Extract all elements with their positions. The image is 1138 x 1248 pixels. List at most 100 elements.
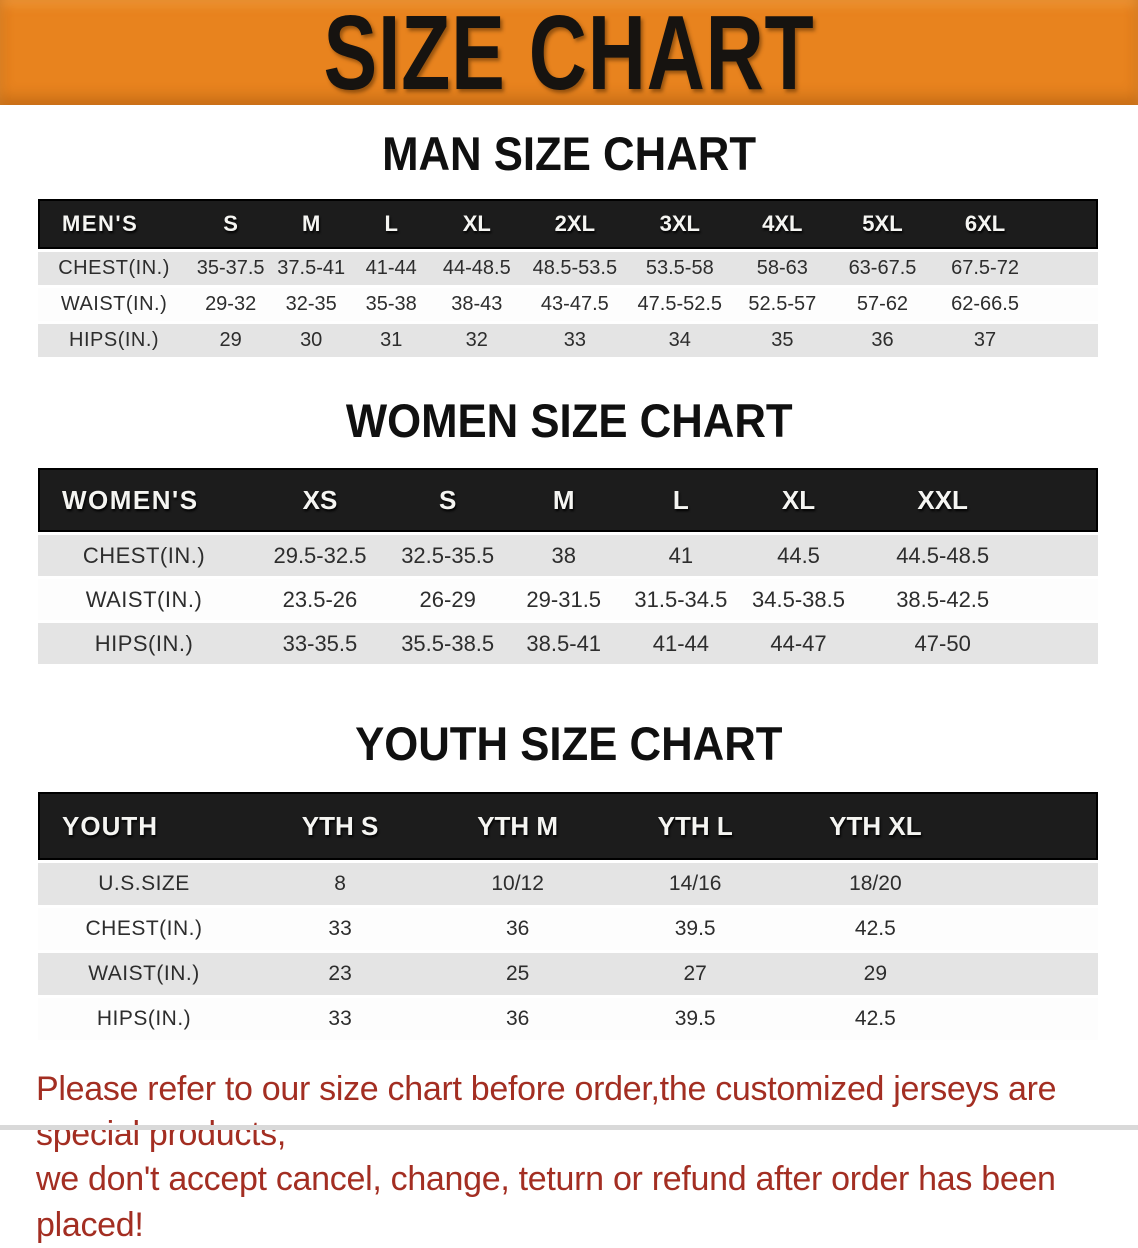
size-value-cell: 23.5-26 bbox=[250, 579, 390, 620]
men-size-table: MEN'S S M L XL 2XL 3XL 4XL 5XL 6XL CHEST(IN.) 35-37… bbox=[38, 196, 1098, 360]
size-column-header: YTH M bbox=[430, 792, 606, 860]
size-value-cell: 35 bbox=[732, 324, 833, 357]
size-value-cell: 44-47 bbox=[739, 623, 858, 664]
size-column-header: 2XL bbox=[522, 199, 628, 249]
size-value-cell: 36 bbox=[430, 908, 606, 950]
women-header-bar: WOMEN'S XS S M L XL XXL bbox=[38, 468, 1098, 532]
youth-size-table: YOUTH YTH S YTH M YTH L YTH XL U.S.SIZE 8 10/12… bbox=[38, 789, 1098, 1043]
size-value-cell: 31.5-34.5 bbox=[622, 579, 740, 620]
row-label: U.S.SIZE bbox=[38, 863, 250, 905]
measurement-row: WAIST(IN.) 29-32 32-35 35-38 38-43 43-47.5 47.… bbox=[38, 288, 1098, 321]
size-value-cell: 39.5 bbox=[605, 908, 786, 950]
size-column-header: XS bbox=[250, 468, 390, 532]
row-label: CHEST(IN.) bbox=[38, 908, 250, 950]
size-value-cell: 30 bbox=[271, 324, 352, 357]
size-value-cell: 67.5-72 bbox=[932, 252, 1038, 285]
size-chart-banner: SIZE CHART bbox=[0, 0, 1138, 112]
size-value-cell: 53.5-58 bbox=[627, 252, 733, 285]
row-label: WAIST(IN.) bbox=[38, 953, 250, 995]
size-value-cell: 63-67.5 bbox=[832, 252, 933, 285]
filler-cell bbox=[1028, 535, 1098, 576]
row-label: HIPS(IN.) bbox=[38, 623, 250, 664]
filler-cell bbox=[1028, 623, 1098, 664]
size-value-cell: 52.5-57 bbox=[732, 288, 833, 321]
table-corner-label: WOMEN'S bbox=[38, 468, 250, 532]
size-column-header: M bbox=[271, 199, 352, 249]
size-value-cell: 29-31.5 bbox=[505, 579, 623, 620]
women-size-table: WOMEN'S XS S M L XL XXL CHEST(IN.) 29.5-32.5 32.5… bbox=[38, 465, 1098, 667]
size-value-cell: 18/20 bbox=[785, 863, 966, 905]
filler-cell bbox=[1037, 288, 1098, 321]
size-value-cell: 33 bbox=[250, 908, 431, 950]
size-value-cell: 32.5-35.5 bbox=[389, 535, 506, 576]
measurement-row: CHEST(IN.) 33 36 39.5 42.5 bbox=[38, 908, 1098, 950]
size-value-cell: 48.5-53.5 bbox=[522, 252, 628, 285]
size-value-cell: 57-62 bbox=[832, 288, 933, 321]
size-column-header: 6XL bbox=[932, 199, 1038, 249]
size-value-cell: 29.5-32.5 bbox=[250, 535, 390, 576]
measurement-row: HIPS(IN.) 33-35.5 35.5-38.5 38.5-41 41-44 44-… bbox=[38, 623, 1098, 664]
size-value-cell: 38-43 bbox=[431, 288, 523, 321]
size-value-cell: 10/12 bbox=[430, 863, 606, 905]
size-value-cell: 26-29 bbox=[389, 579, 506, 620]
disclaimer-line-1: Please refer to our size chart before or… bbox=[36, 1070, 1057, 1154]
size-value-cell: 62-66.5 bbox=[932, 288, 1038, 321]
size-value-cell: 58-63 bbox=[732, 252, 833, 285]
size-value-cell: 35.5-38.5 bbox=[389, 623, 506, 664]
measurement-row: WAIST(IN.) 23 25 27 29 bbox=[38, 953, 1098, 995]
filler-cell bbox=[965, 953, 1098, 995]
banner-title: SIZE CHART bbox=[323, 0, 815, 112]
filler-cell bbox=[1037, 324, 1098, 357]
size-column-header: L bbox=[351, 199, 432, 249]
disclaimer-line-2: we don't accept cancel, change, teturn o… bbox=[36, 1160, 1056, 1244]
size-value-cell: 41 bbox=[622, 535, 740, 576]
size-column-header: XXL bbox=[857, 468, 1028, 532]
size-value-cell: 47-50 bbox=[857, 623, 1028, 664]
size-value-cell: 34 bbox=[627, 324, 733, 357]
size-value-cell: 41-44 bbox=[351, 252, 432, 285]
size-value-cell: 37.5-41 bbox=[271, 252, 352, 285]
filler-cell bbox=[965, 792, 1098, 860]
size-value-cell: 41-44 bbox=[622, 623, 740, 664]
table-corner-label: YOUTH bbox=[38, 792, 250, 860]
row-label: WAIST(IN.) bbox=[38, 579, 250, 620]
size-value-cell: 44.5-48.5 bbox=[857, 535, 1028, 576]
size-column-header: S bbox=[190, 199, 272, 249]
size-value-cell: 38.5-42.5 bbox=[857, 579, 1028, 620]
row-label: CHEST(IN.) bbox=[38, 535, 250, 576]
size-value-cell: 33-35.5 bbox=[250, 623, 390, 664]
table-corner-label: MEN'S bbox=[38, 199, 191, 249]
filler-cell bbox=[965, 863, 1098, 905]
filler-cell bbox=[1037, 199, 1098, 249]
size-value-cell: 8 bbox=[250, 863, 431, 905]
size-value-cell: 42.5 bbox=[785, 998, 966, 1040]
size-column-header: YTH S bbox=[250, 792, 431, 860]
size-column-header: L bbox=[622, 468, 740, 532]
size-value-cell: 33 bbox=[250, 998, 431, 1040]
size-value-cell: 29 bbox=[190, 324, 272, 357]
youth-size-chart-title: YOUTH SIZE CHART bbox=[355, 717, 783, 770]
size-value-cell: 23 bbox=[250, 953, 431, 995]
size-value-cell: 31 bbox=[351, 324, 432, 357]
measurement-row: HIPS(IN.) 33 36 39.5 42.5 bbox=[38, 998, 1098, 1040]
size-value-cell: 33 bbox=[522, 324, 628, 357]
size-value-cell: 44.5 bbox=[739, 535, 858, 576]
size-column-header: 5XL bbox=[832, 199, 933, 249]
filler-cell bbox=[1037, 252, 1098, 285]
size-value-cell: 44-48.5 bbox=[431, 252, 523, 285]
size-column-header: M bbox=[505, 468, 623, 532]
size-value-cell: 32-35 bbox=[271, 288, 352, 321]
size-value-cell: 29 bbox=[785, 953, 966, 995]
measurement-row: U.S.SIZE 8 10/12 14/16 18/20 bbox=[38, 863, 1098, 905]
row-label: HIPS(IN.) bbox=[38, 998, 250, 1040]
youth-header-bar: YOUTH YTH S YTH M YTH L YTH XL bbox=[38, 792, 1098, 860]
measurement-row: CHEST(IN.) 29.5-32.5 32.5-35.5 38 41 44.5 44.5… bbox=[38, 535, 1098, 576]
measurement-row: HIPS(IN.) 29 30 31 32 33 34 35 36 37 bbox=[38, 324, 1098, 357]
size-value-cell: 35-38 bbox=[351, 288, 432, 321]
size-column-header: YTH L bbox=[605, 792, 786, 860]
filler-cell bbox=[1028, 468, 1098, 532]
size-value-cell: 39.5 bbox=[605, 998, 786, 1040]
size-column-header: 4XL bbox=[732, 199, 833, 249]
size-value-cell: 42.5 bbox=[785, 908, 966, 950]
row-label: CHEST(IN.) bbox=[38, 252, 191, 285]
